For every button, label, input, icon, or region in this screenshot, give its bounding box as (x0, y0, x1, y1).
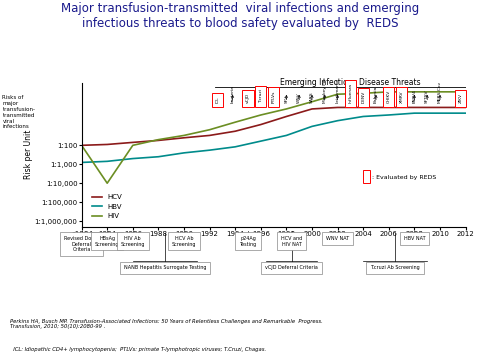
Text: PTLVs: PTLVs (272, 91, 276, 103)
Text: CHIKV: CHIKV (387, 90, 391, 103)
HIV (258, 113, 264, 117)
Text: Leishmania: Leishmania (336, 79, 340, 103)
Text: Risks of
major
transfusion-
transmitted
viral
infections: Risks of major transfusion- transmitted … (2, 95, 36, 129)
HCV (360, 105, 366, 109)
HBV (232, 145, 238, 149)
Line: HIV: HIV (82, 92, 466, 183)
HCV (207, 133, 213, 138)
HCV (181, 136, 187, 140)
HIV (309, 100, 315, 104)
Text: ICL: ICL (216, 97, 219, 103)
Text: vCJD: vCJD (246, 93, 250, 103)
HIV (335, 92, 340, 96)
HBV (130, 156, 136, 161)
HIV (284, 107, 289, 111)
Text: PARV4: PARV4 (412, 89, 417, 103)
HBV (335, 118, 340, 123)
Text: HBV NAT: HBV NAT (404, 236, 425, 241)
Text: Babesia: Babesia (374, 86, 378, 103)
Text: SFTSV: SFTSV (425, 90, 429, 103)
Text: SARS: SARS (310, 92, 314, 103)
HIV (207, 127, 213, 132)
HBV (411, 111, 417, 115)
HCV (284, 114, 289, 119)
HCV (309, 107, 315, 111)
HCV (386, 105, 392, 109)
HBV (79, 160, 84, 165)
HBV (437, 111, 443, 115)
Text: Major transfusion-transmitted  viral infections and emerging
infectious threats : Major transfusion-transmitted viral infe… (61, 2, 419, 30)
Text: Perkins HA, Busch MP. Transfusion-Associated Infections: 50 Years of Relentless : Perkins HA, Busch MP. Transfusion-Associ… (10, 319, 323, 329)
Text: bacteria: bacteria (231, 85, 235, 103)
HCV (335, 105, 340, 109)
Text: p24Ag
Testing: p24Ag Testing (240, 236, 257, 247)
Text: T.cruzi: T.cruzi (259, 89, 263, 103)
HCV (411, 105, 417, 109)
HIV (156, 138, 161, 142)
Line: HCV: HCV (82, 107, 466, 145)
HIV (437, 90, 443, 94)
Text: HCV Ab
Screening: HCV Ab Screening (172, 236, 196, 247)
HIV (232, 120, 238, 124)
HIV (104, 181, 110, 185)
HCV (130, 140, 136, 145)
Text: HIV Ab
Screening: HIV Ab Screening (120, 236, 145, 247)
Text: ICL: Idiopathic CD4+ lymphocytopenia;  PTLVs: primate T-lymphotropic viruses; T.: ICL: Idiopathic CD4+ lymphocytopenia; PT… (10, 347, 266, 352)
HCV (258, 122, 264, 127)
Text: XMRV: XMRV (399, 91, 404, 103)
HBV (181, 151, 187, 155)
Text: HCV and
HIV NAT: HCV and HIV NAT (281, 236, 302, 247)
Y-axis label: Risk per Unit: Risk per Unit (24, 130, 33, 180)
HBV (156, 154, 161, 159)
HBV (284, 133, 289, 138)
HCV (463, 105, 468, 109)
HIV (463, 90, 468, 94)
HCV (232, 129, 238, 134)
HIV (360, 91, 366, 95)
HIV (181, 133, 187, 138)
HBV (360, 114, 366, 119)
Bar (363, 170, 370, 183)
Text: DENV: DENV (361, 91, 365, 103)
HBV (258, 139, 264, 143)
HBV (386, 113, 392, 117)
Text: HBsAg
Screening: HBsAg Screening (95, 236, 120, 247)
HIV (386, 90, 392, 94)
Text: vCJD Deferral Criteria: vCJD Deferral Criteria (265, 265, 318, 270)
Text: Emerging Infectious Disease Threats: Emerging Infectious Disease Threats (280, 78, 420, 87)
HCV (156, 138, 161, 143)
HBV (104, 159, 110, 163)
Text: SFV: SFV (284, 95, 288, 103)
Line: HBV: HBV (82, 113, 466, 162)
Text: T.cruzi Ab Screening: T.cruzi Ab Screening (371, 265, 420, 270)
HIV (411, 90, 417, 94)
HCV (79, 143, 84, 148)
HBV (309, 124, 315, 129)
Text: Influenza: Influenza (348, 83, 352, 103)
HBV (463, 111, 468, 115)
Text: WNV NAT: WNV NAT (326, 236, 349, 241)
Legend: HCV, HBV, HIV: HCV, HBV, HIV (89, 192, 125, 222)
HIV (79, 143, 84, 148)
Text: WNV: WNV (297, 93, 301, 103)
Text: ZIKV: ZIKV (458, 93, 463, 103)
Text: MERS-Cov: MERS-Cov (438, 81, 442, 103)
Text: Revised Donor
Deferral
Criteria: Revised Donor Deferral Criteria (64, 236, 99, 252)
HCV (104, 142, 110, 147)
Text: Monkey Pox: Monkey Pox (323, 77, 327, 103)
Text: : Evaluated by REDS: : Evaluated by REDS (372, 175, 436, 180)
HIV (130, 143, 136, 148)
HCV (437, 105, 443, 109)
Text: NANB Hepatitis Surrogate Testing: NANB Hepatitis Surrogate Testing (123, 265, 206, 270)
HBV (207, 148, 213, 152)
